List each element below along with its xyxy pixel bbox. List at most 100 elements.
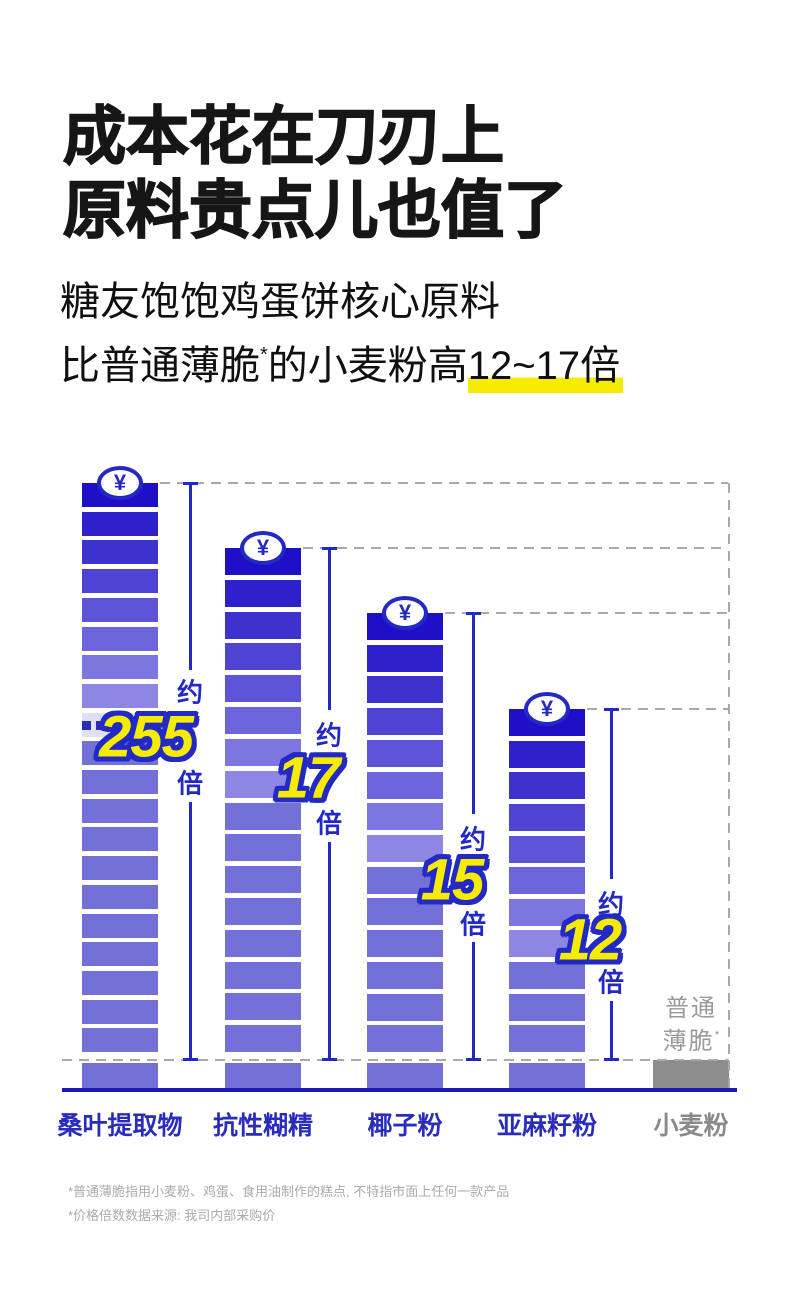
bar-segment	[509, 899, 585, 926]
bar-segment	[82, 914, 158, 938]
bar-top-dashed-line	[160, 482, 728, 484]
bar-segment	[225, 962, 301, 989]
yuan-coin-icon: ¥	[97, 466, 143, 500]
x-axis-label: 抗性糊精	[212, 1112, 313, 1140]
bar-segment	[225, 707, 301, 734]
bar-segment	[82, 799, 158, 823]
multiplier-value: 255	[99, 704, 194, 770]
bar-segment	[82, 971, 158, 995]
highlight-12-17x: 12~17倍	[467, 344, 624, 393]
footnote-line-1: *普通薄脆指用小麦粉、鸡蛋、食用油制作的糕点, 不特指市面上任何一款产品	[68, 1184, 510, 1199]
bar-segment	[509, 962, 585, 989]
bar-segment	[509, 867, 585, 894]
approx-label: 约	[315, 720, 343, 751]
ellipsis-dot	[82, 720, 91, 730]
ellipsis-dot	[136, 720, 145, 730]
bar-segment	[82, 942, 158, 966]
multiplier-value: 12	[558, 907, 623, 973]
title-line-1: 成本花在刀刃上	[62, 101, 505, 173]
bar-segment	[82, 885, 158, 909]
bar-segment	[225, 1025, 301, 1052]
bar-segment	[367, 867, 443, 894]
bar-segment	[509, 930, 585, 957]
unit-label: 倍	[315, 808, 343, 839]
bar-segment	[225, 1063, 301, 1089]
bar-segment	[509, 804, 585, 831]
bar-segment	[82, 627, 158, 651]
x-axis-label: 椰子粉	[367, 1112, 443, 1140]
ellipsis-dot	[109, 720, 118, 730]
subtitle-mid: 的小麦粉高	[267, 344, 468, 388]
x-axis-label: 亚麻籽粉	[496, 1112, 597, 1140]
subtitle-asterisk: *	[260, 344, 268, 366]
bar-segment	[82, 598, 158, 622]
baseline-note-line-1: 普通	[665, 995, 717, 1022]
page-title: 成本花在刀刃上 原料贵点儿也值了	[62, 100, 568, 248]
subtitle-line-2: 比普通薄脆*的小麦粉高12~17倍	[60, 329, 624, 393]
measure-line	[328, 842, 331, 1060]
bar-segment	[367, 994, 443, 1021]
bar-segment	[225, 612, 301, 639]
bar-top-dashed-line	[587, 708, 728, 710]
bar-segment	[367, 803, 443, 830]
measure-line	[472, 613, 475, 814]
bar-segment	[367, 772, 443, 799]
bar-segment	[82, 512, 158, 536]
bar-segment	[367, 1063, 443, 1089]
bar-segment	[225, 803, 301, 830]
bar-segment	[367, 930, 443, 957]
multiplier-value: 17	[276, 745, 341, 811]
bar-segment	[367, 645, 443, 672]
bar-segment	[225, 834, 301, 861]
multiplier-value: 15	[420, 847, 485, 913]
bar-segment	[367, 740, 443, 767]
ellipsis-dot	[95, 720, 104, 730]
bar-segment	[82, 1028, 158, 1052]
approx-label: 约	[459, 824, 487, 855]
bar-segment	[509, 1025, 585, 1052]
bar-segment	[225, 675, 301, 702]
bar-segment	[367, 1025, 443, 1052]
baseline-dashed-line	[62, 1059, 728, 1061]
title-line-2: 原料贵点儿也值了	[62, 175, 568, 247]
bar-segment	[509, 1063, 585, 1089]
measure-cap-bottom	[604, 1058, 619, 1061]
bar-segment	[509, 772, 585, 799]
footnotes: *普通薄脆指用小麦粉、鸡蛋、食用油制作的糕点, 不特指市面上任何一款产品 *价格…	[68, 1180, 509, 1228]
bar-segment	[82, 1063, 158, 1089]
measure-line	[610, 709, 613, 879]
baseline-note-line-2: 薄脆*	[662, 1028, 720, 1055]
bar-segment	[367, 676, 443, 703]
yuan-coin-icon: ¥	[382, 596, 428, 630]
unit-label: 倍	[176, 768, 204, 799]
measure-line	[472, 942, 475, 1060]
subtitle: 糖友饱饱鸡蛋饼核心原料 比普通薄脆*的小麦粉高12~17倍	[60, 276, 624, 393]
subtitle-line-1: 糖友饱饱鸡蛋饼核心原料	[60, 280, 500, 324]
approx-label: 约	[176, 677, 204, 708]
right-dashed-border	[728, 483, 730, 1088]
bar-segment-ellipsis	[82, 713, 158, 737]
bar-segment	[225, 866, 301, 893]
x-axis-label: 桑叶提取物	[57, 1112, 183, 1140]
bar-column-baseline	[653, 1060, 729, 1089]
yuan-coin-icon: ¥	[524, 692, 570, 726]
bar-segment	[82, 827, 158, 851]
bar-segment	[82, 655, 158, 679]
x-axis-label: 小麦粉	[653, 1112, 729, 1140]
measure-line	[610, 1001, 613, 1060]
bar-segment	[509, 741, 585, 768]
ellipsis-dot	[122, 720, 131, 730]
bar-segment	[225, 930, 301, 957]
measure-line	[189, 802, 192, 1060]
ellipsis-dot	[149, 720, 158, 730]
yuan-coin-icon: ¥	[240, 531, 286, 565]
bar-segment	[367, 898, 443, 925]
bar-segment	[82, 856, 158, 880]
bar-segment	[367, 835, 443, 862]
footnote-line-2: *价格倍数数据来源: 我司内部采购价	[68, 1208, 276, 1223]
bar-top-dashed-line	[303, 547, 728, 549]
measure-cap-bottom	[183, 1058, 198, 1061]
x-axis-line	[62, 1088, 737, 1092]
